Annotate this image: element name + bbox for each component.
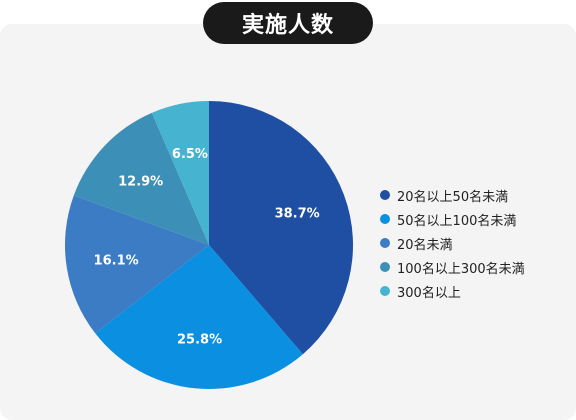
pie-slice-1 <box>95 245 303 389</box>
pie-slice-2 <box>64 195 209 334</box>
legend-marker-2 <box>380 238 390 248</box>
slice-label-4: 6.5% <box>172 147 208 162</box>
legend-item-0: 20名以上50名未満 <box>380 183 525 207</box>
legend-marker-1 <box>380 214 390 224</box>
legend-marker-3 <box>380 262 390 272</box>
slice-label-3: 12.9% <box>118 174 163 189</box>
legend-label-0: 20名以上50名未満 <box>397 189 509 205</box>
legend-item-2: 20名未満 <box>380 231 525 255</box>
legend-label-3: 100名以上300名未満 <box>397 261 525 277</box>
pie-slice-0 <box>209 101 353 355</box>
legend-item-4: 300名以上 <box>380 279 525 303</box>
chart-title: 実施人数 <box>203 2 373 44</box>
slice-label-0: 38.7% <box>275 206 320 221</box>
legend-label-1: 50名以上100名未満 <box>397 213 517 229</box>
legend: 20名以上50名未満 50名以上100名未満 20名未満 100名以上300名未満 30… <box>380 183 525 303</box>
legend-item-3: 100名以上300名未満 <box>380 255 525 279</box>
pie-slice-3 <box>73 112 209 246</box>
slice-label-2: 16.1% <box>94 253 139 268</box>
legend-label-4: 300名以上 <box>397 285 461 301</box>
legend-marker-0 <box>380 190 390 200</box>
legend-marker-4 <box>380 286 390 296</box>
legend-label-2: 20名未満 <box>397 237 453 253</box>
pie-slice-4 <box>151 101 209 245</box>
legend-item-1: 50名以上100名未満 <box>380 207 525 231</box>
slice-label-1: 25.8% <box>177 333 222 348</box>
